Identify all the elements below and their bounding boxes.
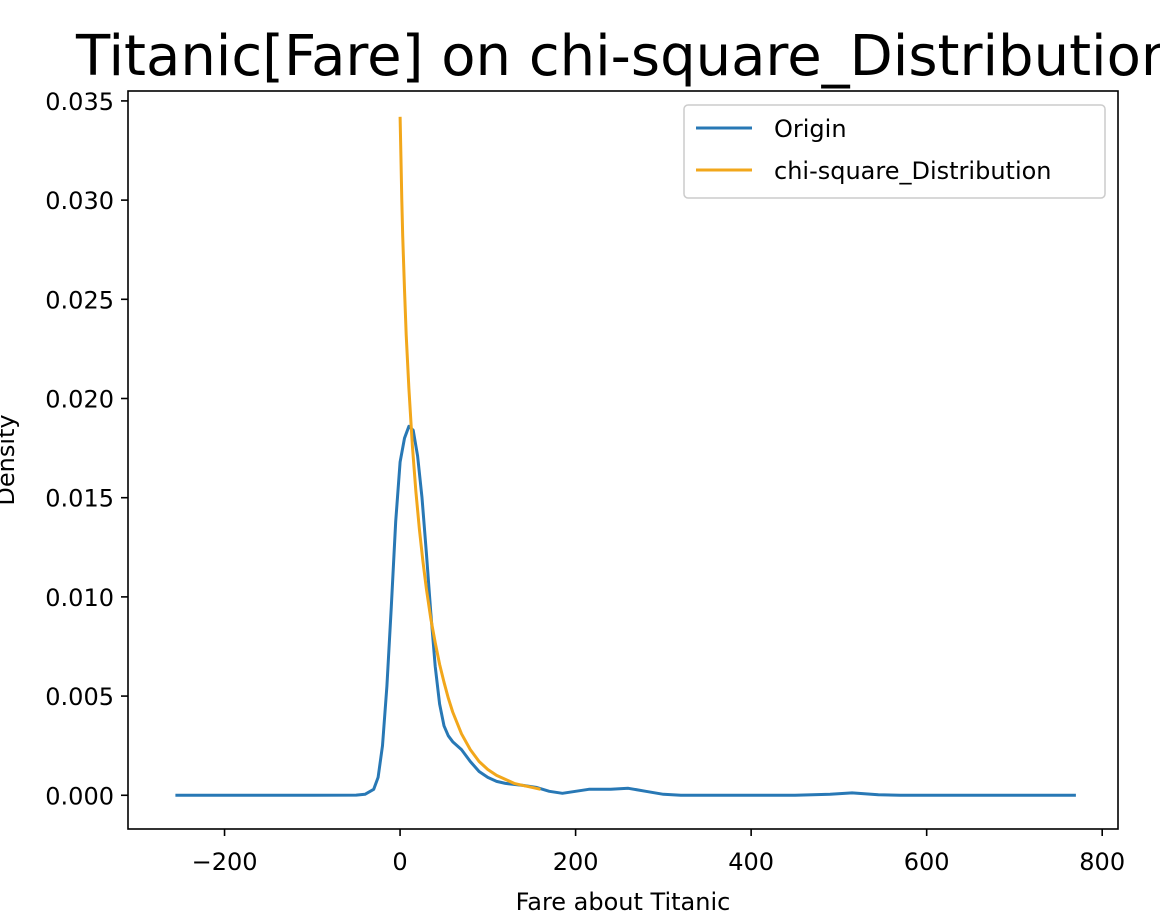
x-tick-label: 200 — [553, 848, 599, 876]
legend: Origin chi-square_Distribution — [683, 104, 1106, 199]
chart-title: Titanic[Fare] on chi-square_Distribution — [75, 24, 1160, 89]
legend-label-origin: Origin — [774, 115, 847, 143]
x-tick-label: 0 — [392, 848, 407, 876]
plot-frame — [127, 90, 1119, 830]
legend-label-chi-square: chi-square_Distribution — [774, 157, 1052, 185]
x-tick-label: 600 — [904, 848, 950, 876]
series-line-origin — [175, 424, 1076, 797]
x-tick-label: −200 — [192, 848, 258, 876]
x-tick-label: 400 — [728, 848, 774, 876]
y-axis: 0.000 0.005 0.010 0.015 0.020 0.025 0.030 0.035 — [45, 88, 128, 810]
plot-lines — [175, 116, 1076, 797]
y-tick-label: 0.025 — [45, 286, 114, 314]
x-axis-label: Fare about Titanic — [516, 888, 731, 914]
y-tick-label: 0.010 — [45, 584, 114, 612]
y-tick-label: 0.030 — [45, 187, 114, 215]
x-tick-label: 800 — [1079, 848, 1125, 876]
y-tick-label: 0.005 — [45, 683, 114, 711]
y-tick-label: 0.000 — [45, 782, 114, 810]
y-tick-label: 0.035 — [45, 88, 114, 116]
y-tick-label: 0.020 — [45, 386, 114, 414]
series-line-chi-square — [398, 116, 541, 791]
x-axis: −200 0 200 400 600 800 — [192, 829, 1125, 876]
y-axis-label: Density — [0, 414, 20, 505]
legend-box — [683, 104, 1106, 199]
y-tick-label: 0.015 — [45, 485, 114, 513]
